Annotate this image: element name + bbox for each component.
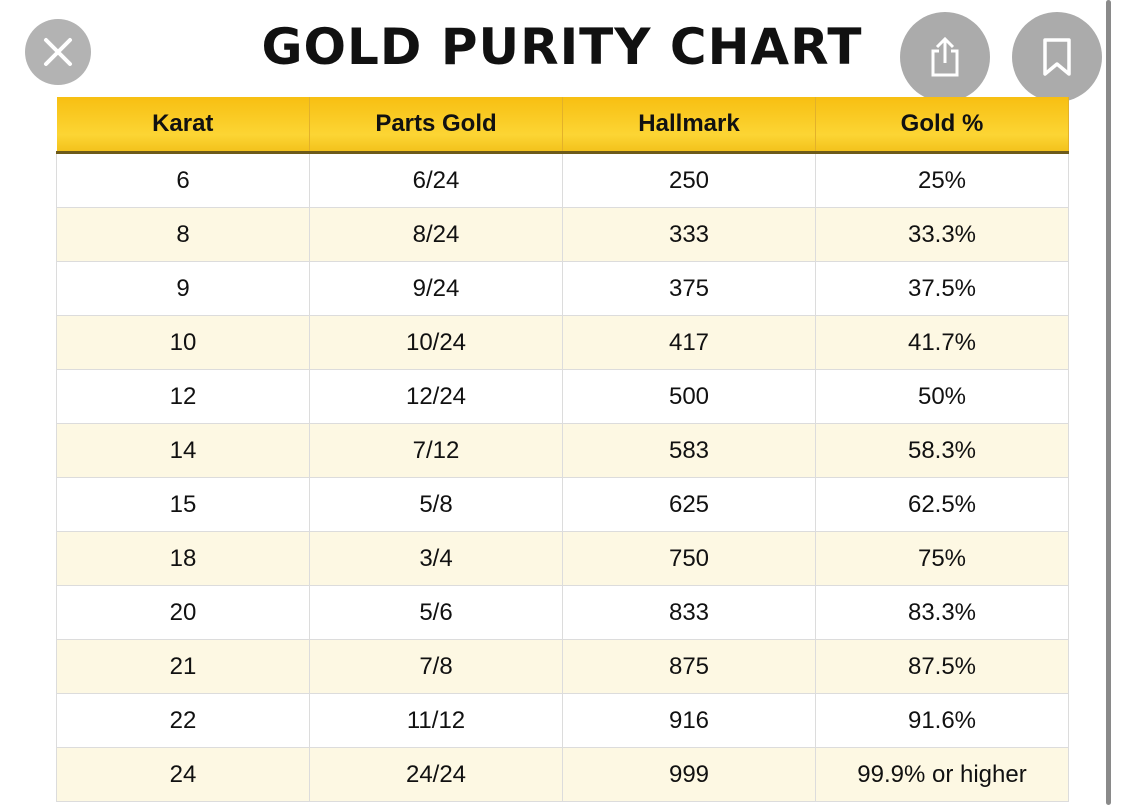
- table-cell: 5/8: [309, 477, 563, 532]
- column-header: Hallmark: [562, 97, 816, 154]
- table-row: 14 7/12 583 58.3%: [56, 423, 1069, 478]
- gold-purity-table: Karat Parts Gold Hallmark Gold % 6 6/24 250 25…: [56, 97, 1069, 802]
- table-cell: 625: [562, 477, 816, 532]
- table-cell: 20: [56, 585, 310, 640]
- table-cell: 75%: [815, 531, 1069, 586]
- table-cell: 18: [56, 531, 310, 586]
- table-cell: 5/6: [309, 585, 563, 640]
- column-header: Karat: [56, 97, 310, 154]
- scrollbar[interactable]: [1106, 0, 1111, 805]
- table-row: 6 6/24 250 25%: [56, 152, 1069, 208]
- table-cell: 22: [56, 693, 310, 748]
- table-row: 21 7/8 875 87.5%: [56, 639, 1069, 694]
- table-cell: 9: [56, 261, 310, 316]
- table-cell: 10/24: [309, 315, 563, 370]
- table-cell: 6/24: [309, 152, 563, 208]
- table-cell: 14: [56, 423, 310, 478]
- table-cell: 8/24: [309, 207, 563, 262]
- table-row: 22 11/12 916 91.6%: [56, 693, 1069, 748]
- close-button[interactable]: [25, 19, 91, 85]
- table-cell: 9/24: [309, 261, 563, 316]
- table-cell: 91.6%: [815, 693, 1069, 748]
- table-cell: 375: [562, 261, 816, 316]
- table-cell: 833: [562, 585, 816, 640]
- share-button[interactable]: [900, 12, 990, 102]
- table-cell: 875: [562, 639, 816, 694]
- table-cell: 12: [56, 369, 310, 424]
- table-cell: 8: [56, 207, 310, 262]
- table-cell: 3/4: [309, 531, 563, 586]
- table-cell: 33.3%: [815, 207, 1069, 262]
- column-header: Parts Gold: [309, 97, 563, 154]
- table-row: 18 3/4 750 75%: [56, 531, 1069, 586]
- table-cell: 24/24: [309, 747, 563, 802]
- table-cell: 62.5%: [815, 477, 1069, 532]
- table-cell: 583: [562, 423, 816, 478]
- table-cell: 37.5%: [815, 261, 1069, 316]
- table-cell: 999: [562, 747, 816, 802]
- table-row: 10 10/24 417 41.7%: [56, 315, 1069, 370]
- table-cell: 21: [56, 639, 310, 694]
- table-cell: 12/24: [309, 369, 563, 424]
- table-row: 8 8/24 333 33.3%: [56, 207, 1069, 262]
- table-cell: 7/8: [309, 639, 563, 694]
- table-cell: 916: [562, 693, 816, 748]
- table-cell: 83.3%: [815, 585, 1069, 640]
- close-icon: [44, 38, 72, 66]
- table-cell: 10: [56, 315, 310, 370]
- table-cell: 333: [562, 207, 816, 262]
- table-cell: 58.3%: [815, 423, 1069, 478]
- table-cell: 11/12: [309, 693, 563, 748]
- table-cell: 500: [562, 369, 816, 424]
- table-row: 20 5/6 833 83.3%: [56, 585, 1069, 640]
- bookmark-icon: [1043, 38, 1071, 76]
- table-cell: 25%: [815, 152, 1069, 208]
- table-cell: 750: [562, 531, 816, 586]
- table-cell: 99.9% or higher: [815, 747, 1069, 802]
- table-row: 12 12/24 500 50%: [56, 369, 1069, 424]
- table-cell: 7/12: [309, 423, 563, 478]
- bookmark-button[interactable]: [1012, 12, 1102, 102]
- column-header: Gold %: [815, 97, 1069, 154]
- table-cell: 417: [562, 315, 816, 370]
- table-row: 24 24/24 999 99.9% or higher: [56, 747, 1069, 802]
- table-cell: 24: [56, 747, 310, 802]
- table-header-row: Karat Parts Gold Hallmark Gold %: [56, 97, 1069, 154]
- table-cell: 50%: [815, 369, 1069, 424]
- page-title: GOLD PURITY CHART: [261, 18, 863, 76]
- table-cell: 41.7%: [815, 315, 1069, 370]
- table-row: 9 9/24 375 37.5%: [56, 261, 1069, 316]
- table-cell: 15: [56, 477, 310, 532]
- table-cell: 6: [56, 152, 310, 208]
- table-cell: 87.5%: [815, 639, 1069, 694]
- table-cell: 250: [562, 152, 816, 208]
- share-icon: [931, 36, 959, 77]
- table-row: 15 5/8 625 62.5%: [56, 477, 1069, 532]
